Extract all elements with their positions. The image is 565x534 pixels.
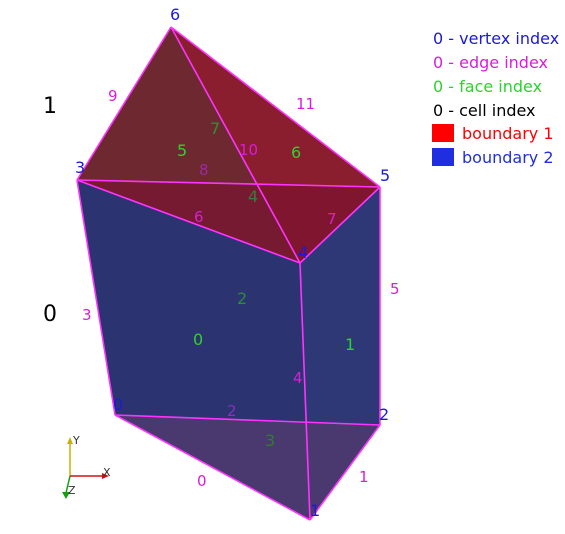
legend-face: 0 - face index bbox=[433, 77, 542, 96]
edge-0-line bbox=[114, 414, 311, 521]
edge-label-4: 4 bbox=[293, 369, 303, 387]
edge-8-line bbox=[76, 179, 381, 188]
edge-labels: 9 11 8 10 6 7 3 5 4 2 1 0 bbox=[82, 87, 400, 490]
edge-label-3: 3 bbox=[82, 306, 92, 324]
axis-y-arrow bbox=[67, 437, 73, 444]
edge-10-line bbox=[170, 26, 301, 264]
vertex-labels: 6 3 5 4 0 2 1 bbox=[75, 5, 390, 520]
axis-z-line bbox=[65, 475, 71, 494]
edge-label-10: 10 bbox=[239, 141, 258, 159]
vertex-label-0: 0 bbox=[113, 395, 123, 414]
legend-cell: 0 - cell index bbox=[433, 101, 536, 120]
vertex-label-2: 2 bbox=[379, 405, 389, 424]
face-label-6: 6 bbox=[291, 143, 301, 162]
vertex-label-1: 1 bbox=[310, 501, 320, 520]
axis-x-arrow bbox=[102, 473, 109, 479]
edge-label-9: 9 bbox=[108, 87, 118, 105]
edge-9-line bbox=[76, 26, 172, 181]
cell-1-tetra bbox=[77, 27, 380, 263]
edge-label-8: 8 bbox=[199, 161, 209, 179]
axis-z-arrow bbox=[62, 492, 70, 499]
face-label-4: 4 bbox=[248, 187, 258, 206]
edge-label-0: 0 bbox=[197, 472, 207, 490]
axis-y-label: Y bbox=[72, 434, 80, 447]
legend: 0 - vertex index 0 - edge index 0 - face… bbox=[432, 29, 559, 167]
face-label-5: 5 bbox=[177, 141, 187, 160]
legend-vertex: 0 - vertex index bbox=[433, 29, 559, 48]
axis-z-label: Z bbox=[68, 484, 76, 497]
face-bottom bbox=[115, 415, 380, 520]
face-label-1: 1 bbox=[345, 335, 355, 354]
edge-2-line bbox=[114, 414, 381, 426]
legend-boundary-2: boundary 2 bbox=[462, 148, 554, 167]
edge-6-line bbox=[76, 179, 301, 264]
legend-boundary-1-swatch bbox=[432, 124, 454, 142]
edge-label-5: 5 bbox=[390, 280, 400, 298]
vertex-label-4: 4 bbox=[298, 243, 308, 262]
axis-x-label: X bbox=[103, 466, 111, 479]
cell-labels: 1 0 bbox=[43, 94, 57, 327]
vertex-label-3: 3 bbox=[75, 158, 85, 177]
vertex-label-5: 5 bbox=[380, 166, 390, 185]
legend-edge: 0 - edge index bbox=[433, 53, 548, 72]
face-8-shared bbox=[77, 180, 380, 263]
edge-label-11: 11 bbox=[296, 95, 315, 113]
edge-label-2: 2 bbox=[227, 402, 237, 420]
cell-label-0: 0 bbox=[43, 302, 57, 327]
face-label-2: 2 bbox=[237, 289, 247, 308]
legend-boundary-2-swatch bbox=[432, 148, 454, 166]
edge-3-line bbox=[76, 179, 116, 416]
face-label-3: 3 bbox=[265, 431, 275, 450]
face-label-0: 0 bbox=[193, 330, 203, 349]
legend-boundary-1: boundary 1 bbox=[462, 124, 554, 143]
edge-11-line bbox=[170, 26, 381, 188]
edge-4-line bbox=[299, 262, 311, 521]
mesh-edges bbox=[76, 26, 381, 521]
vertex-label-6: 6 bbox=[170, 5, 180, 24]
axis-triad: Y X Z bbox=[62, 434, 111, 499]
edge-7-line bbox=[299, 186, 381, 264]
face-labels: 7 5 6 4 2 0 1 3 bbox=[177, 119, 355, 450]
cell-label-1: 1 bbox=[43, 94, 57, 119]
edge-label-7: 7 bbox=[327, 210, 337, 228]
edge-label-6: 6 bbox=[194, 208, 204, 226]
face-label-7: 7 bbox=[210, 119, 220, 138]
edge-1-line bbox=[309, 424, 381, 521]
edge-label-1: 1 bbox=[359, 468, 369, 486]
